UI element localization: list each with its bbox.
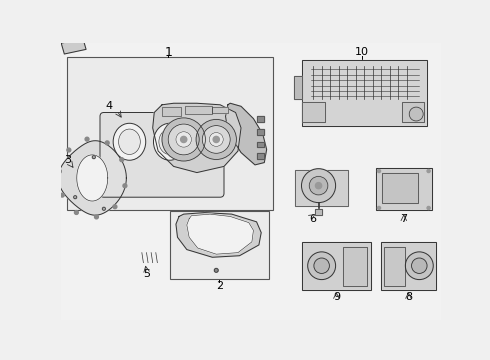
Circle shape	[113, 205, 117, 209]
Text: 4: 4	[106, 101, 113, 111]
Text: 10: 10	[355, 48, 369, 58]
Circle shape	[316, 183, 321, 189]
Circle shape	[85, 137, 89, 141]
Bar	[301, 60, 427, 126]
Circle shape	[309, 176, 328, 195]
Circle shape	[377, 170, 381, 172]
Circle shape	[95, 215, 98, 219]
Bar	[301, 242, 371, 289]
Bar	[257, 142, 264, 147]
Circle shape	[60, 193, 64, 197]
Text: 9: 9	[333, 292, 340, 302]
Polygon shape	[187, 214, 253, 254]
Circle shape	[301, 169, 336, 203]
Polygon shape	[61, 39, 86, 54]
Bar	[301, 103, 325, 122]
Bar	[381, 242, 437, 289]
Bar	[295, 170, 348, 206]
Circle shape	[412, 258, 427, 274]
Ellipse shape	[113, 123, 146, 160]
Bar	[384, 247, 405, 286]
Circle shape	[57, 170, 61, 173]
Circle shape	[120, 158, 123, 162]
Circle shape	[213, 136, 220, 143]
Polygon shape	[77, 155, 108, 201]
Circle shape	[209, 132, 223, 147]
Text: 5: 5	[143, 269, 150, 279]
Text: 2: 2	[216, 281, 223, 291]
Circle shape	[74, 211, 78, 215]
Bar	[162, 107, 181, 116]
Circle shape	[377, 206, 381, 210]
Ellipse shape	[119, 129, 140, 154]
Bar	[212, 107, 228, 113]
Bar	[382, 172, 418, 203]
Circle shape	[314, 258, 329, 274]
Bar	[381, 242, 437, 289]
Polygon shape	[176, 213, 261, 257]
Text: 7: 7	[400, 214, 407, 224]
Circle shape	[102, 207, 105, 210]
Bar	[257, 116, 264, 122]
Circle shape	[409, 107, 423, 121]
Circle shape	[176, 132, 192, 147]
Bar	[257, 153, 264, 159]
Text: 6: 6	[310, 214, 317, 224]
Bar	[257, 116, 264, 122]
Bar	[295, 170, 348, 206]
Circle shape	[181, 136, 187, 143]
Bar	[257, 130, 264, 135]
Bar	[301, 103, 325, 122]
Circle shape	[67, 148, 71, 152]
Polygon shape	[153, 103, 241, 172]
Circle shape	[202, 126, 230, 153]
Bar	[382, 172, 418, 203]
Bar	[212, 107, 228, 113]
Bar	[301, 242, 371, 289]
Circle shape	[92, 156, 96, 159]
Circle shape	[427, 206, 430, 210]
Bar	[376, 168, 432, 210]
Bar	[376, 168, 432, 210]
Circle shape	[214, 269, 218, 272]
Bar	[162, 107, 181, 116]
Bar	[257, 153, 264, 159]
Bar	[402, 103, 424, 122]
Circle shape	[105, 141, 109, 145]
Circle shape	[427, 170, 430, 172]
Text: 8: 8	[405, 292, 412, 302]
Circle shape	[405, 252, 433, 280]
Text: 1: 1	[164, 46, 172, 59]
Bar	[294, 76, 301, 99]
Bar	[343, 247, 367, 286]
Circle shape	[168, 124, 199, 155]
Bar	[301, 60, 427, 126]
Bar	[294, 76, 301, 99]
Bar	[402, 103, 424, 122]
Bar	[185, 106, 212, 114]
Ellipse shape	[159, 129, 181, 154]
Polygon shape	[225, 103, 267, 165]
Bar	[315, 209, 322, 215]
FancyBboxPatch shape	[100, 112, 224, 197]
Circle shape	[123, 184, 127, 188]
Bar	[170, 211, 269, 279]
Text: 3: 3	[64, 155, 71, 165]
Bar	[343, 247, 367, 286]
Polygon shape	[58, 141, 126, 215]
Circle shape	[196, 120, 236, 159]
Bar	[68, 57, 273, 210]
Circle shape	[162, 118, 205, 161]
Ellipse shape	[153, 123, 186, 160]
Bar	[185, 106, 212, 114]
Bar	[384, 247, 405, 286]
Bar	[315, 209, 322, 215]
Circle shape	[74, 195, 77, 199]
Bar	[257, 130, 264, 135]
Circle shape	[308, 252, 336, 280]
Bar	[257, 142, 264, 147]
